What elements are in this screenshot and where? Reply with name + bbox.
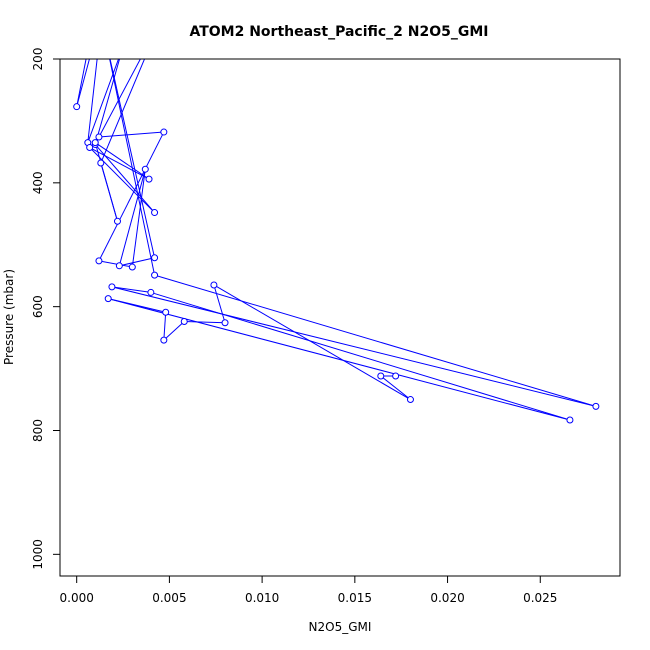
data-point bbox=[151, 254, 159, 262]
data-point bbox=[141, 165, 149, 173]
y-tick-label: 200 bbox=[31, 48, 45, 71]
series-line-segment bbox=[118, 169, 146, 266]
series-line-segment bbox=[98, 131, 164, 138]
data-point bbox=[97, 159, 105, 167]
data-point bbox=[377, 372, 385, 380]
plot-frame bbox=[59, 58, 621, 577]
series-line-segment bbox=[89, 147, 155, 213]
series-line-segment bbox=[184, 321, 226, 324]
x-axis: 0.000 0.005 0.010 0.015 0.020 0.025 bbox=[60, 575, 557, 605]
x-tick-label: 0.015 bbox=[338, 591, 372, 605]
y-tick-label: 800 bbox=[31, 419, 45, 442]
data-point bbox=[180, 318, 188, 326]
data-point bbox=[102, 31, 108, 37]
series-line-segment bbox=[108, 298, 166, 313]
data-point bbox=[86, 144, 94, 152]
data-point bbox=[160, 128, 168, 136]
data-point bbox=[95, 257, 103, 265]
data-point bbox=[73, 103, 81, 111]
y-tick-label: 1000 bbox=[31, 539, 45, 570]
series-line-segment bbox=[163, 312, 167, 341]
series-line-segment bbox=[100, 162, 118, 222]
series-line-segment bbox=[131, 169, 146, 268]
series-layer bbox=[73, 6, 600, 424]
data-point bbox=[95, 133, 103, 141]
y-tick-label: 600 bbox=[31, 295, 45, 318]
data-point bbox=[406, 396, 414, 404]
series-line-segment bbox=[163, 321, 185, 341]
data-point bbox=[160, 336, 168, 344]
series-line-segment bbox=[76, 59, 90, 107]
data-point bbox=[104, 295, 112, 303]
x-tick-label: 0.010 bbox=[245, 591, 279, 605]
data-point bbox=[113, 217, 121, 225]
series-line-segment bbox=[109, 59, 156, 258]
data-point bbox=[151, 271, 159, 279]
data-point bbox=[145, 175, 153, 183]
x-tick-label: 0.025 bbox=[523, 591, 557, 605]
data-point bbox=[157, 19, 163, 25]
series-line-segment bbox=[213, 284, 411, 400]
data-point bbox=[120, 44, 126, 50]
series-line-segment bbox=[94, 59, 121, 145]
series-line-segment bbox=[119, 257, 155, 267]
data-point bbox=[128, 263, 136, 271]
data-point bbox=[592, 402, 600, 410]
y-axis: 200 400 600 800 1000 bbox=[31, 48, 61, 570]
series-line-segment bbox=[154, 274, 597, 407]
data-point bbox=[147, 288, 155, 296]
series-line-segment bbox=[87, 59, 98, 143]
series-line-segment bbox=[380, 375, 411, 400]
series-line-segment bbox=[100, 59, 146, 164]
data-point bbox=[115, 262, 123, 270]
data-point bbox=[392, 372, 400, 380]
x-axis-label: N2O5_GMI bbox=[309, 620, 372, 634]
series-line-segment bbox=[87, 59, 120, 143]
x-tick-label: 0.020 bbox=[430, 591, 464, 605]
series-line-segment bbox=[213, 284, 226, 323]
data-point bbox=[151, 209, 159, 217]
y-tick-label: 400 bbox=[31, 171, 45, 194]
series-line-segment bbox=[98, 131, 165, 262]
series-line-segment bbox=[150, 291, 571, 421]
series-line-segment bbox=[109, 59, 156, 276]
data-point bbox=[566, 416, 574, 424]
data-point bbox=[210, 281, 218, 289]
x-tick-label: 0.000 bbox=[60, 591, 94, 605]
series-line-segment bbox=[76, 59, 87, 107]
y-axis-label: Pressure (mbar) bbox=[2, 269, 16, 365]
data-point bbox=[108, 283, 116, 291]
series-line-segment bbox=[98, 260, 133, 268]
chart-title: ATOM2 Northeast_Pacific_2 N2O5_GMI bbox=[189, 24, 488, 40]
data-point bbox=[91, 139, 99, 147]
data-point bbox=[100, 6, 106, 12]
x-tick-label: 0.005 bbox=[152, 591, 186, 605]
series-line-segment bbox=[94, 142, 150, 180]
series-line-segment bbox=[108, 298, 571, 421]
series-line-segment bbox=[111, 286, 597, 407]
series-line-segment bbox=[111, 286, 151, 293]
data-point bbox=[90, 19, 96, 25]
data-point bbox=[162, 308, 170, 316]
series-line-segment bbox=[98, 59, 141, 138]
data-point bbox=[221, 319, 229, 327]
series-line-segment bbox=[89, 147, 150, 180]
